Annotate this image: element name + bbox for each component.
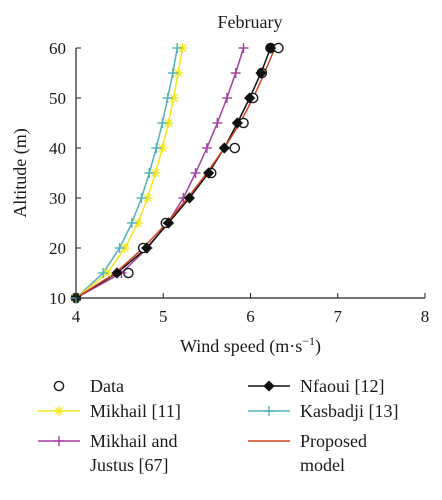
data-point bbox=[238, 43, 249, 53]
y-tick-label: 40 bbox=[49, 139, 66, 158]
data-point bbox=[201, 143, 212, 153]
data-point bbox=[167, 68, 178, 78]
x-tick-label: 4 bbox=[72, 307, 81, 326]
legend-item: Nfaoui [12] bbox=[248, 376, 384, 396]
data-point bbox=[264, 42, 277, 54]
legend-item: Mikhail and Justus [67] bbox=[38, 431, 178, 475]
data-point bbox=[162, 93, 173, 103]
y-tick-label: 50 bbox=[49, 89, 66, 108]
y-tick-label: 30 bbox=[49, 189, 66, 208]
data-point bbox=[126, 218, 137, 228]
legend-label: Kasbadji [13] bbox=[300, 401, 398, 421]
legend-item: Mikhail [11] bbox=[38, 401, 181, 421]
legend-label: Nfaoui [12] bbox=[300, 376, 384, 396]
data-point bbox=[203, 167, 215, 179]
plot-area bbox=[70, 42, 284, 304]
data-point bbox=[231, 117, 244, 129]
legend-label: Justus [67] bbox=[90, 455, 169, 475]
series-line bbox=[75, 47, 272, 299]
data-point bbox=[150, 168, 161, 178]
x-axis-label: Wind speed (m·s−1) bbox=[180, 334, 321, 357]
data-point bbox=[144, 168, 155, 178]
y-tick-label: 10 bbox=[49, 289, 66, 308]
series-line bbox=[75, 47, 178, 299]
legend-item: Data bbox=[53, 376, 124, 396]
legend-swatch-marker bbox=[54, 406, 64, 416]
data-point bbox=[244, 92, 256, 104]
x-axis-label-exponent: −1 bbox=[302, 334, 315, 348]
x-tick-label: 8 bbox=[421, 307, 430, 326]
x-tick-label: 6 bbox=[246, 307, 255, 326]
x-axis-label-main: Wind speed (m·s bbox=[180, 336, 302, 357]
legend-swatch-marker bbox=[53, 380, 65, 392]
data-point bbox=[212, 118, 223, 128]
x-tick-label: 5 bbox=[159, 307, 168, 326]
y-tick-label: 60 bbox=[49, 39, 66, 58]
legend-swatch-marker bbox=[54, 436, 64, 446]
x-axis-label-close: ) bbox=[315, 336, 321, 357]
data-point bbox=[162, 217, 175, 229]
data-point bbox=[183, 192, 196, 204]
legend: Data Nfaoui [12] Mikhail [11] Kasbadji [13]… bbox=[38, 376, 398, 475]
legend-label: Proposed bbox=[300, 431, 367, 451]
y-axis-label: Altitude (m) bbox=[10, 128, 31, 217]
legend-label: model bbox=[300, 455, 345, 475]
data-point bbox=[111, 267, 123, 279]
y-tick-label: 20 bbox=[49, 239, 66, 258]
x-tick-label: 7 bbox=[334, 307, 343, 326]
data-point bbox=[255, 67, 267, 79]
legend-swatch-marker bbox=[263, 380, 275, 392]
chart-title: February bbox=[218, 12, 283, 32]
data-point bbox=[157, 118, 168, 128]
data-point bbox=[172, 43, 183, 53]
data-point bbox=[98, 268, 109, 278]
legend-label: Mikhail [11] bbox=[90, 401, 181, 421]
legend-label: Data bbox=[90, 376, 124, 396]
legend-item: Kasbadji [13] bbox=[248, 401, 398, 421]
data-point bbox=[114, 243, 125, 253]
data-point bbox=[151, 143, 162, 153]
data-point bbox=[218, 142, 230, 154]
legend-item: Proposed model bbox=[248, 431, 367, 475]
data-point bbox=[141, 242, 153, 254]
data-point bbox=[221, 93, 232, 103]
data-point bbox=[229, 142, 241, 154]
data-point bbox=[136, 193, 147, 203]
data-point bbox=[190, 168, 201, 178]
data-point bbox=[230, 68, 241, 78]
axes: 4 5 6 7 8 10 20 30 40 50 60 February Wind speed (m·s… bbox=[10, 12, 429, 357]
legend-label: Mikhail and bbox=[90, 431, 178, 451]
legend-swatch-marker bbox=[264, 406, 274, 416]
